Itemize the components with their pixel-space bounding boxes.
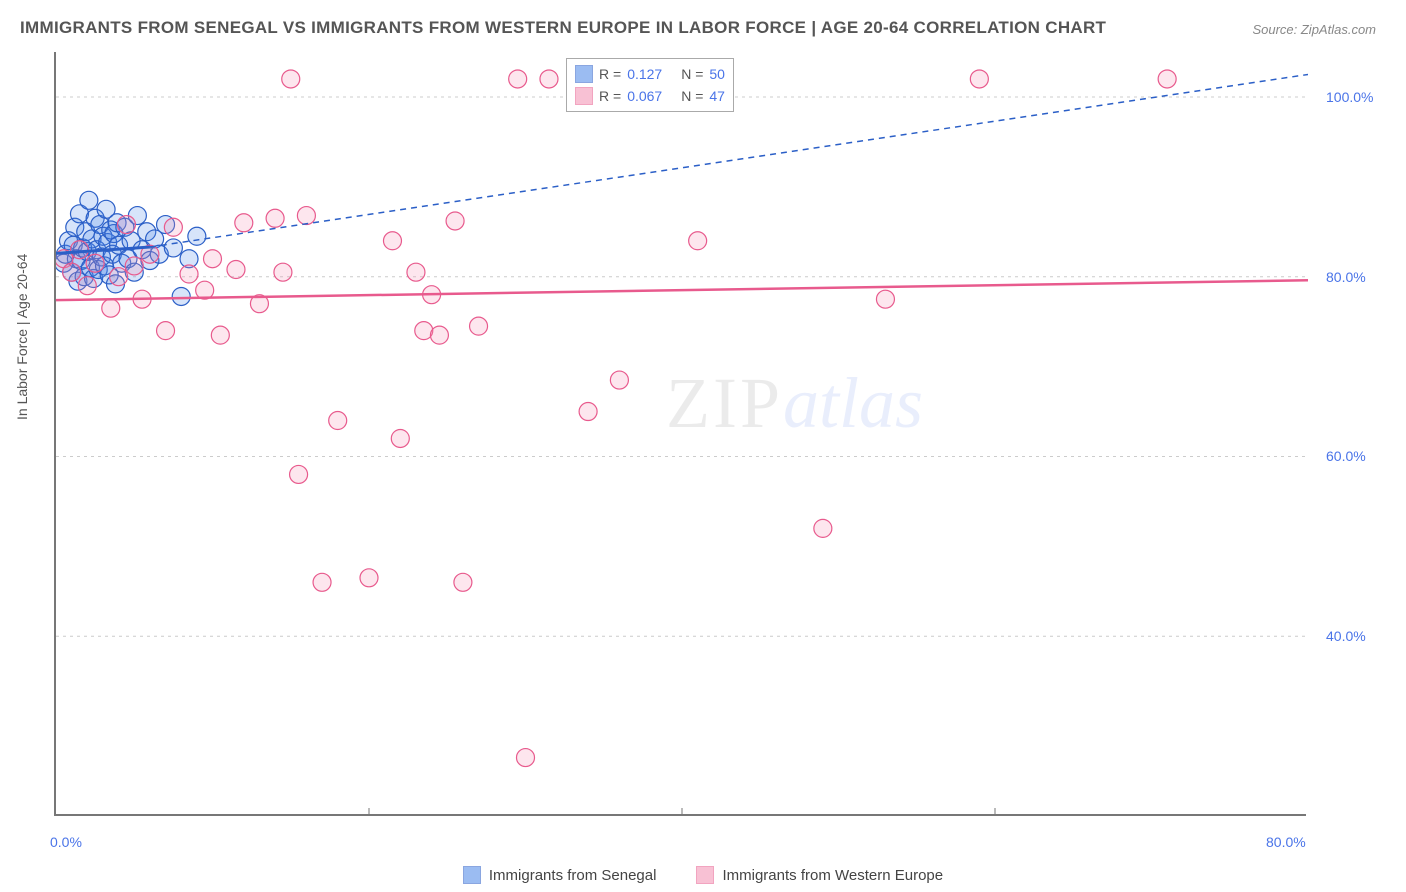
y-tick-label: 100.0% [1326, 89, 1373, 105]
legend-label: Immigrants from Western Europe [722, 867, 943, 884]
scatter-chart [56, 52, 1308, 816]
legend-swatch [463, 866, 481, 884]
y-axis-label: In Labor Force | Age 20-64 [14, 254, 30, 420]
legend-swatch [696, 866, 714, 884]
legend-n-label: N = [681, 88, 703, 104]
legend-r-value: 0.127 [627, 66, 675, 82]
legend-row: R = 0.067 N = 47 [575, 85, 725, 107]
source-attribution: Source: ZipAtlas.com [1252, 22, 1376, 37]
y-tick-label: 80.0% [1326, 269, 1366, 285]
chart-title: IMMIGRANTS FROM SENEGAL VS IMMIGRANTS FR… [20, 18, 1106, 38]
y-tick-label: 60.0% [1326, 448, 1366, 464]
legend-item: Immigrants from Senegal [463, 866, 657, 884]
y-tick-label: 40.0% [1326, 628, 1366, 644]
plot-area: ZIPatlas R = 0.127 N = 50 R = 0.067 N = … [54, 52, 1306, 816]
legend-item: Immigrants from Western Europe [696, 866, 943, 884]
legend-swatch [575, 65, 593, 83]
legend-n-value: 47 [709, 88, 725, 104]
correlation-legend: R = 0.127 N = 50 R = 0.067 N = 47 [566, 58, 734, 112]
x-tick-label: 0.0% [50, 834, 82, 850]
legend-r-label: R = [599, 66, 621, 82]
legend-swatch [575, 87, 593, 105]
legend-r-value: 0.067 [627, 88, 675, 104]
legend-n-value: 50 [709, 66, 725, 82]
legend-r-label: R = [599, 88, 621, 104]
x-tick-label: 80.0% [1266, 834, 1306, 850]
legend-row: R = 0.127 N = 50 [575, 63, 725, 85]
legend-label: Immigrants from Senegal [489, 867, 657, 884]
series-legend: Immigrants from Senegal Immigrants from W… [0, 866, 1406, 884]
legend-n-label: N = [681, 66, 703, 82]
